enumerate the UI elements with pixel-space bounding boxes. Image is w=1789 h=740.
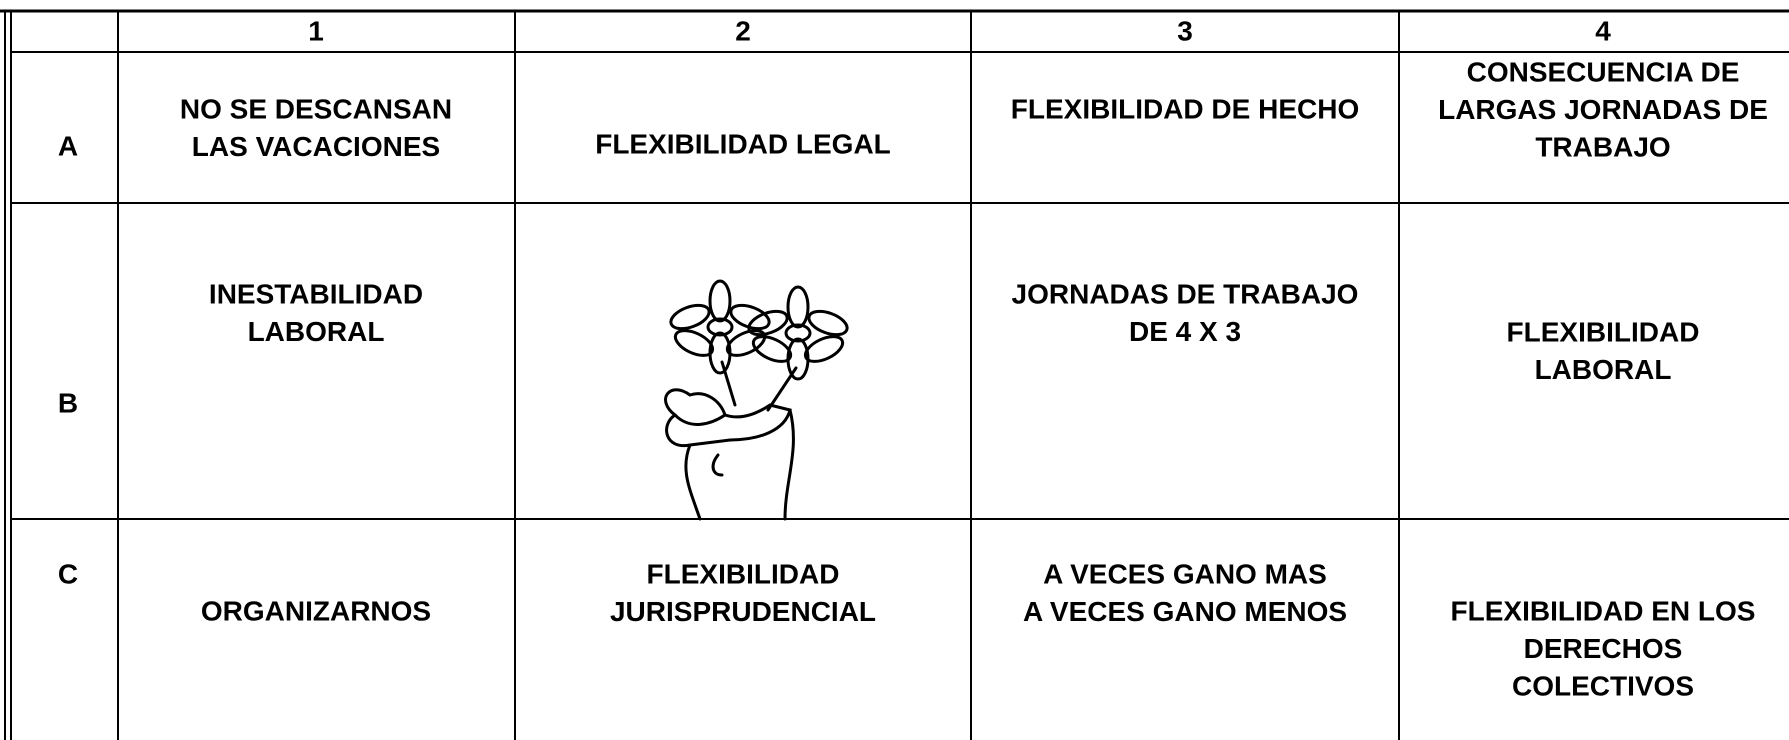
cell-text: LARGAS JORNADAS DE <box>1438 94 1768 125</box>
cell-text: JORNADAS DE TRABAJO <box>1012 278 1359 309</box>
cell-text: A VECES GANO MENOS <box>1023 596 1347 627</box>
cell-text: JURISPRUDENCIAL <box>610 596 876 627</box>
cell-text: NO SE DESCANSAN <box>180 93 452 124</box>
row-label: B <box>58 387 78 418</box>
cell-text: A VECES GANO MAS <box>1043 558 1327 589</box>
column-header: 3 <box>1177 15 1193 46</box>
cell-text: LABORAL <box>248 316 385 347</box>
cell-text: LABORAL <box>1535 354 1672 385</box>
table-grid <box>0 9 1789 740</box>
cell-text: INESTABILIDAD <box>209 278 423 309</box>
cell-text: TRABAJO <box>1535 131 1670 162</box>
column-header: 2 <box>735 15 751 46</box>
cell-text: FLEXIBILIDAD <box>1507 316 1700 347</box>
cell-text: LAS VACACIONES <box>192 131 440 162</box>
cell-text: DERECHOS <box>1524 633 1683 664</box>
column-header: 1 <box>308 15 324 46</box>
cell-text: DE 4 X 3 <box>1129 316 1241 347</box>
row-label: C <box>58 558 78 589</box>
cell-text: FLEXIBILIDAD DE HECHO <box>1011 93 1359 124</box>
cell-text: CONSECUENCIA DE <box>1467 56 1740 87</box>
column-header: 4 <box>1595 15 1611 46</box>
cell-text: FLEXIBILIDAD LEGAL <box>595 128 891 159</box>
flower-illustration <box>664 279 849 521</box>
row-label: A <box>58 130 78 161</box>
cell-text: FLEXIBILIDAD <box>647 558 840 589</box>
cell-text: ORGANIZARNOS <box>201 595 431 626</box>
cell-text: FLEXIBILIDAD EN LOS <box>1451 595 1756 626</box>
cell-text: COLECTIVOS <box>1512 670 1694 701</box>
